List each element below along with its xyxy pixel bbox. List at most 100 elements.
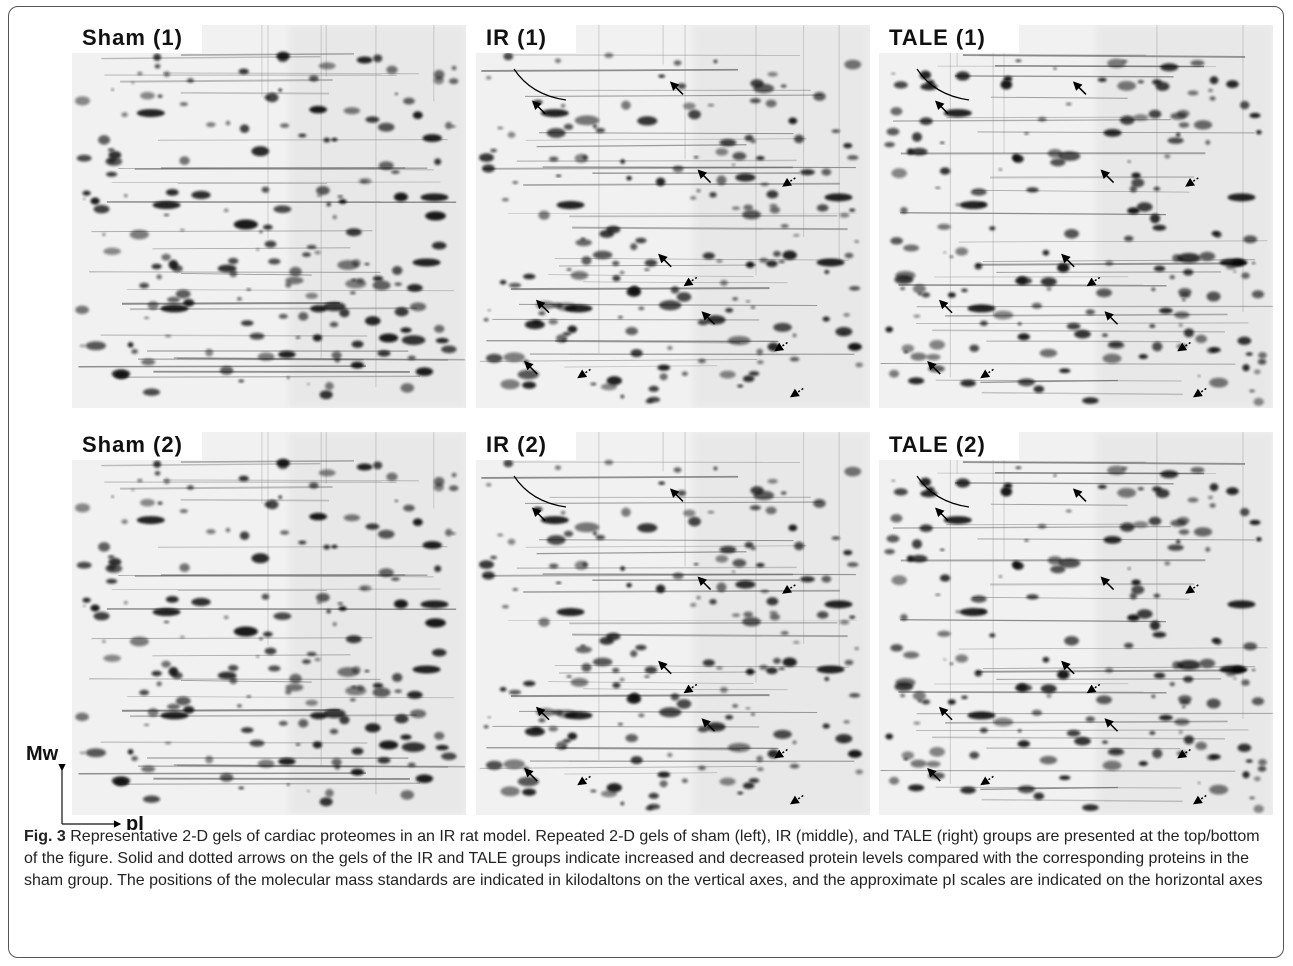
gel-spot <box>320 390 333 399</box>
gel-spot <box>1254 369 1261 374</box>
gel-spot <box>309 482 319 488</box>
gel-spot <box>843 550 852 555</box>
gel-spot <box>228 258 238 264</box>
gel-spot <box>302 252 311 257</box>
gel-spot <box>766 507 777 515</box>
gel-spot <box>400 734 411 739</box>
gel-spot <box>265 241 277 248</box>
gel-spot <box>373 687 391 697</box>
gel-spot <box>581 645 586 648</box>
gel-spot <box>556 582 561 584</box>
gel-spot <box>1164 561 1170 565</box>
gel-spot <box>645 259 657 266</box>
gel-spot <box>716 260 723 263</box>
gel-spot <box>206 529 215 534</box>
gel-spot <box>732 613 740 616</box>
gel-spot <box>403 98 415 105</box>
gel-spot <box>315 658 321 662</box>
gel-spot <box>378 123 394 132</box>
gel-spot <box>124 601 127 604</box>
gel-spot <box>743 782 754 789</box>
gel-spot <box>130 230 149 240</box>
gel-streak <box>511 288 770 289</box>
gel-spot <box>386 66 397 74</box>
gel-spot <box>503 460 513 468</box>
gel-spot <box>1109 341 1124 347</box>
gel-major-spot <box>153 608 181 616</box>
gel-spot <box>961 289 968 293</box>
gel-spot <box>1153 225 1167 231</box>
gel-spot <box>508 539 516 545</box>
gel-spot <box>1067 323 1081 330</box>
gel-spot <box>155 64 161 69</box>
gel-spot <box>350 291 356 294</box>
gel-spot <box>971 188 987 195</box>
gel-spot <box>913 284 926 293</box>
gel-spot <box>999 168 1002 170</box>
gel-spot <box>143 389 160 396</box>
gel-spot <box>1170 682 1175 686</box>
gel-spot <box>743 204 753 210</box>
gel-spot <box>732 297 738 300</box>
gel-spot <box>1043 250 1050 256</box>
gel-spot <box>183 299 194 307</box>
gel-spot <box>1133 521 1148 528</box>
gel-spot <box>770 613 780 620</box>
gel-spot <box>683 102 695 109</box>
gel-spot <box>156 275 161 280</box>
gel-spot <box>296 336 300 338</box>
gel-spot <box>1177 344 1188 349</box>
gel-spot <box>259 637 262 640</box>
y-axis-label: Mw <box>26 743 59 765</box>
gel-spot <box>1139 761 1148 766</box>
gel-spot <box>674 60 682 65</box>
gel-spot <box>637 116 657 125</box>
gel-spot <box>1226 80 1239 88</box>
gel-spot <box>229 677 237 684</box>
gel-spot <box>720 139 737 146</box>
gel-spot <box>1151 288 1155 291</box>
gel-spot <box>581 663 591 672</box>
gel-spot <box>884 142 895 147</box>
gel-spot <box>379 333 398 342</box>
gel-spot <box>720 280 728 286</box>
gel-spot <box>365 523 379 529</box>
gel-spot <box>969 752 979 759</box>
gel-streak <box>569 216 837 217</box>
gel-spot <box>274 205 292 213</box>
gel-major-spot <box>420 600 448 608</box>
gel-spot <box>240 531 249 540</box>
gel-spot <box>1164 154 1170 158</box>
gel-spot <box>1210 483 1219 491</box>
gel-spot <box>900 694 905 697</box>
gel-spot <box>556 175 561 177</box>
gel-spot <box>373 462 382 470</box>
gel-spot <box>395 93 398 95</box>
gel-spot <box>891 575 907 585</box>
gel-spot <box>1130 186 1137 193</box>
gel-spot <box>1026 594 1038 599</box>
gel-spot <box>751 306 755 308</box>
gel-spot <box>226 121 231 125</box>
gel-spot <box>581 256 591 265</box>
gel-spot <box>228 665 238 671</box>
gel-spot <box>790 764 800 769</box>
gel-spot <box>395 307 409 316</box>
gel-spot <box>1207 755 1216 761</box>
gel-spot <box>238 380 244 383</box>
gel-spot <box>688 110 701 120</box>
gel-spot <box>234 627 258 637</box>
gel-spot <box>373 280 391 290</box>
gel-spot <box>484 318 489 321</box>
gel-spot <box>612 275 620 281</box>
gel-spot <box>993 718 1013 727</box>
gel-spot <box>452 473 457 477</box>
gel-spot <box>732 206 740 209</box>
gel-spot <box>187 485 194 490</box>
gel-spot <box>887 535 900 543</box>
gel-streak <box>101 335 368 336</box>
gel-spot <box>1137 609 1153 619</box>
gel-spot <box>813 92 825 101</box>
gel-spot <box>538 718 545 722</box>
gel-spot <box>671 286 680 293</box>
